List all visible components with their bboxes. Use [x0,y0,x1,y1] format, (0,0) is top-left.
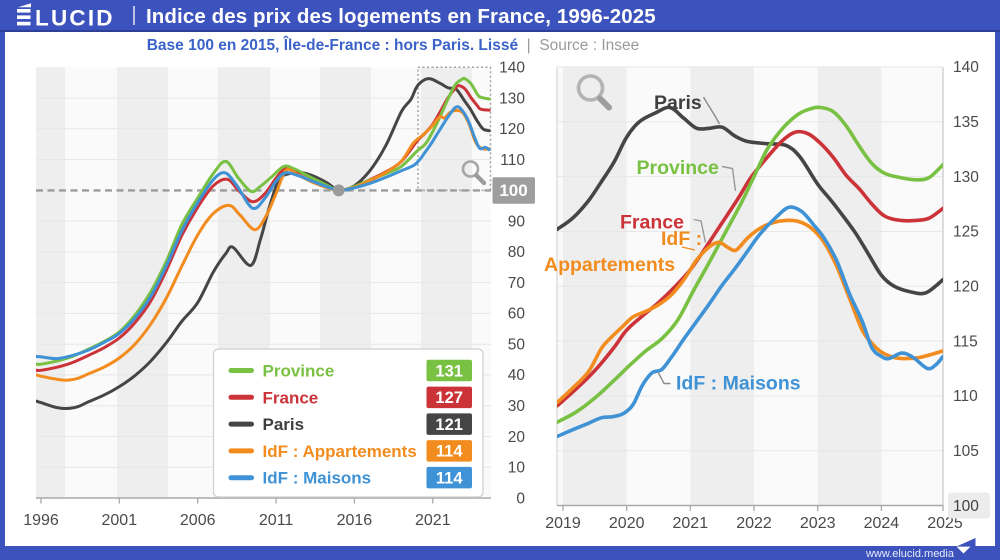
svg-text:France: France [263,388,319,407]
svg-text:120: 120 [953,279,979,296]
svg-text:114: 114 [436,443,463,461]
svg-text:Paris: Paris [263,415,305,434]
svg-text:30: 30 [508,398,526,415]
svg-text:Province: Province [263,362,335,381]
svg-text:115: 115 [953,333,978,350]
svg-text:2023: 2023 [800,515,836,532]
svg-text:10: 10 [508,460,526,477]
svg-text:1996: 1996 [23,512,59,529]
svg-text:2006: 2006 [180,512,216,529]
svg-text:2016: 2016 [337,512,373,529]
svg-text:70: 70 [508,275,526,292]
svg-text:127: 127 [435,389,463,407]
svg-text:LUCID: LUCID [35,5,115,29]
svg-text:130: 130 [499,90,525,107]
svg-text:2021: 2021 [673,515,709,532]
svg-text:Appartements: Appartements [544,254,675,276]
svg-text:105: 105 [953,443,979,460]
svg-text:IdF :: IdF : [661,228,702,250]
svg-text:2022: 2022 [736,515,772,532]
svg-text:121: 121 [435,416,463,434]
svg-text:IdF : Maisons: IdF : Maisons [263,469,372,488]
svg-text:80: 80 [508,244,526,261]
svg-text:20: 20 [508,429,526,446]
svg-text:Province: Province [637,157,720,179]
svg-text:131: 131 [435,362,463,380]
svg-text:50: 50 [508,337,526,354]
svg-text:2019: 2019 [545,515,581,532]
svg-text:IdF : Appartements: IdF : Appartements [263,442,417,461]
svg-text:0: 0 [516,490,525,507]
svg-text:140: 140 [953,59,979,76]
svg-text:2001: 2001 [102,512,138,529]
svg-text:140: 140 [499,60,525,77]
svg-text:90: 90 [508,213,526,230]
svg-text:120: 120 [499,121,525,138]
svg-text:100: 100 [953,498,979,515]
svg-text:2024: 2024 [864,515,900,532]
svg-text:110: 110 [953,388,978,405]
svg-text:2021: 2021 [415,512,451,529]
svg-text:60: 60 [508,306,526,323]
svg-text:125: 125 [953,224,979,241]
svg-text:40: 40 [508,367,526,384]
svg-text:130: 130 [953,169,979,186]
svg-text:100: 100 [499,181,527,200]
svg-text:114: 114 [436,470,463,488]
svg-text:2020: 2020 [609,515,645,532]
svg-text:Paris: Paris [654,92,702,114]
svg-text:IdF : Maisons: IdF : Maisons [676,373,801,395]
svg-text:2025: 2025 [927,515,963,532]
svg-text:France: France [620,212,684,234]
svg-text:135: 135 [953,114,979,131]
svg-text:2011: 2011 [259,512,294,529]
svg-text:110: 110 [500,152,525,169]
